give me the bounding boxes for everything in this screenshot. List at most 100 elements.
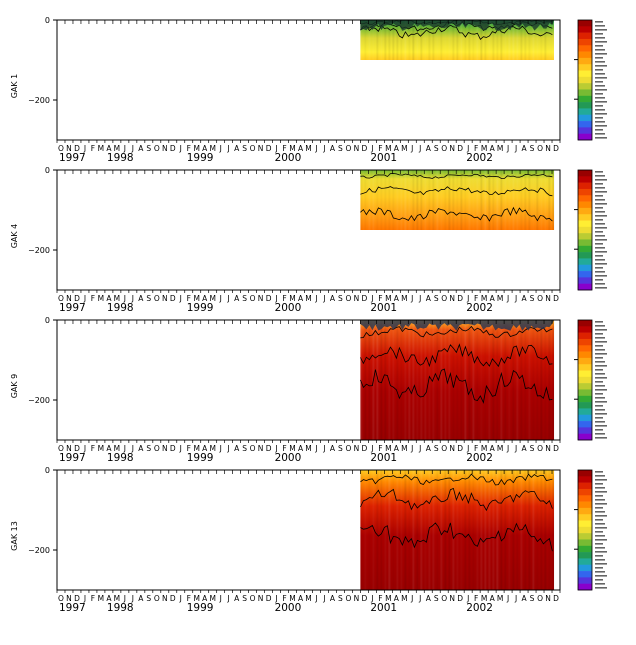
colorbar-level-mark xyxy=(595,559,605,561)
month-label: O xyxy=(58,444,64,453)
y-tick-label: 0 xyxy=(45,16,50,25)
month-label: F xyxy=(282,444,286,453)
data-texture xyxy=(400,470,402,590)
month-label: N xyxy=(162,294,168,303)
colorbar-level-mark xyxy=(595,563,607,565)
month-label: J xyxy=(514,294,517,303)
month-label: F xyxy=(91,444,95,453)
colorbar-level-mark xyxy=(595,365,607,367)
data-texture xyxy=(516,20,519,60)
colorbar-level-mark xyxy=(595,393,603,395)
data-texture xyxy=(484,20,487,60)
data-texture xyxy=(376,470,379,590)
colorbar-level-mark xyxy=(595,263,607,265)
contour-line xyxy=(360,343,553,368)
month-label: A xyxy=(234,594,240,603)
month-label: D xyxy=(74,294,80,303)
data-texture xyxy=(496,470,499,590)
month-label: N xyxy=(449,294,455,303)
data-texture xyxy=(416,170,419,230)
data-texture xyxy=(552,320,555,440)
colorbar-level-mark xyxy=(595,89,607,91)
colorbar-swatch xyxy=(578,127,592,134)
data-texture xyxy=(424,470,426,590)
month-label: J xyxy=(322,294,325,303)
data-texture xyxy=(476,320,478,440)
month-label: N xyxy=(66,144,72,153)
year-label: 1998 xyxy=(107,602,134,614)
month-label: J xyxy=(466,294,469,303)
month-label: M xyxy=(289,294,295,303)
panel-label: GAK 4 xyxy=(10,224,19,249)
colorbar-level-mark xyxy=(595,81,603,83)
colorbar-level-mark xyxy=(595,495,603,497)
colorbar-swatch xyxy=(578,188,592,196)
month-label: O xyxy=(154,594,160,603)
month-label: J xyxy=(123,594,126,603)
colorbar-swatch xyxy=(578,332,592,340)
data-texture xyxy=(420,20,423,60)
month-label: D xyxy=(74,444,80,453)
colorbar-swatch xyxy=(578,258,592,266)
year-label: 2000 xyxy=(275,602,302,614)
month-label: D xyxy=(266,294,272,303)
data-texture xyxy=(388,170,390,230)
colorbar-swatch xyxy=(578,376,592,384)
colorbar-level-mark xyxy=(595,219,603,221)
data-texture xyxy=(408,470,410,590)
plot-frame xyxy=(56,169,561,291)
colorbar-level-mark xyxy=(595,575,607,577)
colorbar-level-mark xyxy=(595,531,603,533)
colorbar-swatch xyxy=(578,395,592,403)
colorbar-level-mark xyxy=(595,117,603,119)
data-texture xyxy=(480,20,483,60)
data-texture xyxy=(488,20,491,60)
month-label: D xyxy=(170,594,176,603)
data-texture xyxy=(492,470,495,590)
colorbar-level-mark xyxy=(595,437,607,439)
month-label: S xyxy=(434,594,439,603)
month-label: M xyxy=(114,594,120,603)
month-label: O xyxy=(154,294,160,303)
data-texture xyxy=(528,320,530,440)
colorbar-swatch xyxy=(578,345,592,352)
month-label: D xyxy=(266,144,272,153)
colorbar-level-mark xyxy=(595,93,603,95)
month-label: J xyxy=(370,294,373,303)
data-texture xyxy=(404,170,407,230)
month-label: D xyxy=(457,144,463,153)
month-label: M xyxy=(385,444,391,453)
data-texture xyxy=(376,320,379,440)
colorbar-swatch xyxy=(578,571,592,578)
data-texture xyxy=(420,170,423,230)
colorbar-level-mark xyxy=(595,187,605,189)
data-texture xyxy=(396,470,399,590)
data-texture xyxy=(476,470,478,590)
month-label: M xyxy=(497,444,503,453)
colorbar-swatch xyxy=(578,95,592,103)
colorbar-swatch xyxy=(578,252,592,259)
month-label: D xyxy=(361,444,367,453)
data-texture xyxy=(508,470,510,590)
data-texture xyxy=(396,20,399,60)
colorbar-swatch xyxy=(578,195,592,202)
data-texture xyxy=(360,20,363,60)
month-label: D xyxy=(361,294,367,303)
year-label: 2001 xyxy=(370,152,397,164)
month-label: A xyxy=(522,594,528,603)
colorbar-swatch xyxy=(578,271,592,278)
year-label: 2001 xyxy=(370,452,397,464)
data-texture xyxy=(540,320,543,440)
month-label: S xyxy=(434,144,439,153)
colorbar-level-mark xyxy=(595,105,603,107)
colorbar-frame xyxy=(577,19,593,141)
month-label: J xyxy=(322,594,325,603)
data-texture xyxy=(400,170,403,230)
year-label: 1998 xyxy=(107,452,134,464)
month-label: J xyxy=(123,144,126,153)
month-label: N xyxy=(449,144,455,153)
month-label: S xyxy=(530,594,535,603)
data-texture xyxy=(368,470,370,590)
month-label: D xyxy=(170,144,176,153)
